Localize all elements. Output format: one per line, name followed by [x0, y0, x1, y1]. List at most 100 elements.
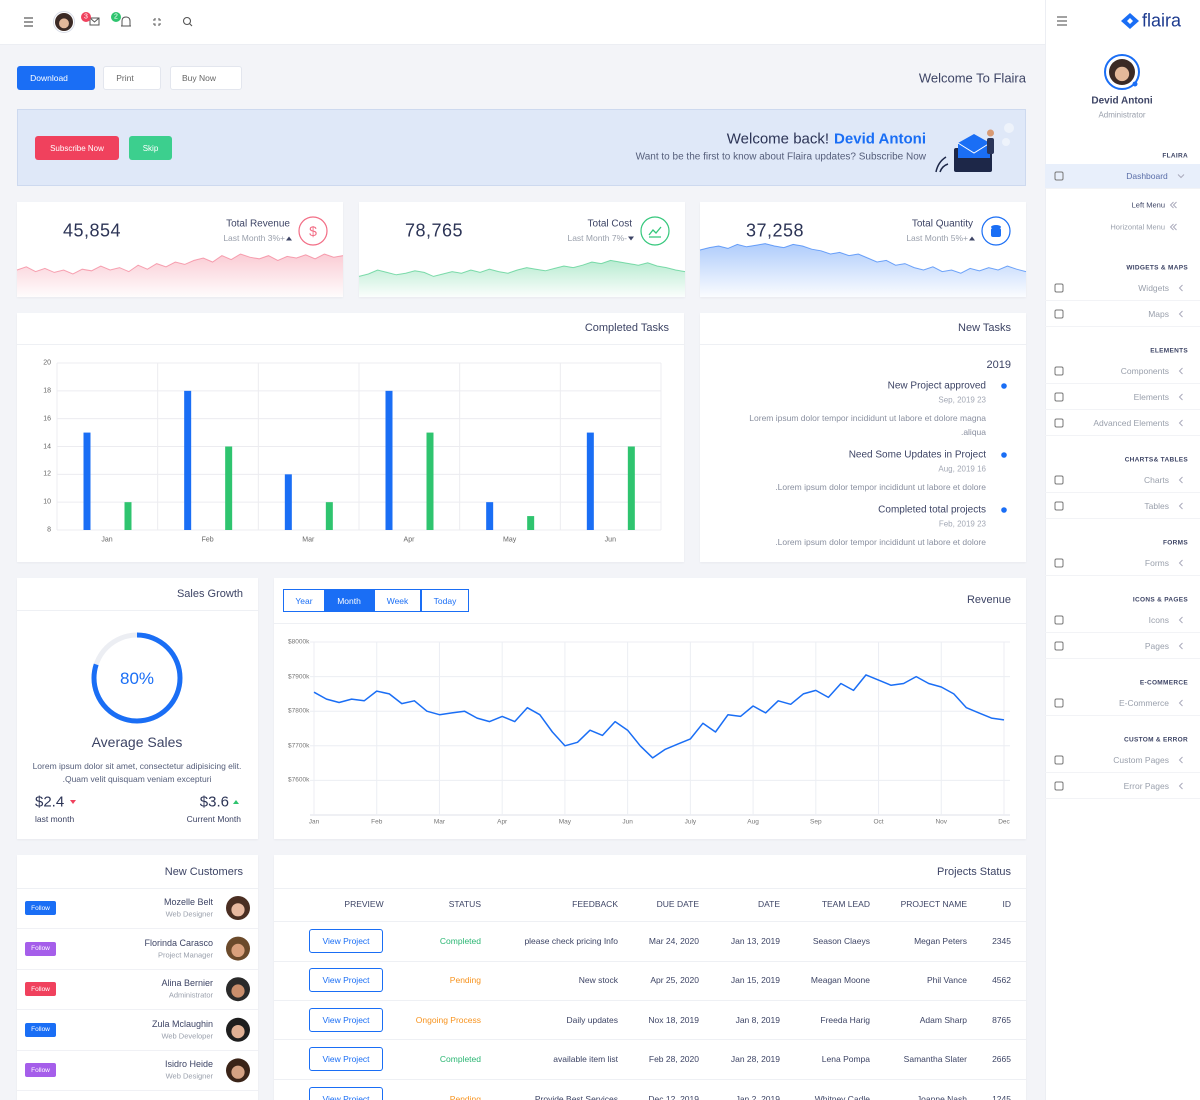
item-divider	[1045, 798, 1200, 799]
chevron	[1178, 616, 1183, 624]
follow-button[interactable]: Follow	[25, 941, 56, 956]
y-tick-label: 12	[43, 470, 51, 478]
customers-card	[17, 855, 258, 1100]
user-name: Devid Antoni	[834, 130, 926, 148]
x-tick-label: July	[684, 818, 697, 826]
customer-name: Florinda Carasco	[144, 937, 213, 948]
buy-button[interactable]: Buy Now	[170, 66, 242, 90]
table-cell: Adam Sharp	[919, 1014, 967, 1025]
table-cell: Provide Best Services	[534, 1093, 618, 1100]
customer-role: Administrator	[168, 990, 213, 1000]
skip-button[interactable]: Skip	[129, 136, 172, 160]
x-tick-label: Feb	[201, 536, 214, 544]
customer-role: Web Developer	[161, 1031, 213, 1041]
card-title: Projects Status	[937, 866, 1011, 878]
menu-item[interactable]: Forms	[1144, 558, 1169, 568]
table-cell: Jan 15, 2019	[730, 975, 780, 986]
print-button[interactable]: Print	[103, 66, 161, 90]
column-header: TEAM LEAD	[821, 899, 870, 909]
customer-avatar-face	[231, 1025, 245, 1039]
view-project-button[interactable]: View Project	[309, 929, 383, 953]
menu-item[interactable]: Dashboard	[1126, 171, 1168, 181]
view-project-button[interactable]: View Project	[309, 968, 383, 993]
follow-button[interactable]: Follow	[25, 1022, 56, 1037]
tab[interactable]: Month	[324, 589, 374, 612]
view-project-button[interactable]: View Project	[309, 1047, 383, 1072]
chevron	[1172, 201, 1177, 209]
chevron	[1178, 699, 1183, 707]
menu-item[interactable]: Icons	[1148, 615, 1169, 625]
customer-name: Alina Bernier	[161, 978, 213, 989]
row-divider	[274, 1039, 1026, 1041]
follow-button[interactable]: Follow	[25, 1063, 56, 1078]
menu-item[interactable]: E-Commerce	[1118, 698, 1169, 708]
progress-arc	[91, 632, 183, 724]
x-tick-label: Nov	[935, 818, 948, 826]
submenu-item[interactable]: Left Menu	[1131, 200, 1165, 210]
x-tick-label: Jun	[604, 536, 616, 544]
menu-item[interactable]: Error Pages	[1123, 781, 1169, 791]
table-cell: Megan Peters	[914, 936, 967, 946]
status: Completed	[439, 1054, 481, 1065]
sparkline	[358, 259, 686, 277]
item-divider	[1045, 383, 1200, 384]
tab[interactable]: Year	[283, 589, 325, 612]
follow-button[interactable]: Follow	[25, 982, 56, 997]
view-project-button[interactable]: View Project	[309, 1086, 383, 1100]
view-project-button[interactable]: View Project	[309, 1007, 383, 1032]
subscribe-button[interactable]: Subscribe Now	[35, 136, 119, 160]
sparkline	[16, 253, 344, 275]
table-cell: Freeda Harig	[820, 1014, 870, 1025]
item-divider	[1045, 492, 1200, 493]
bar	[426, 432, 434, 530]
trend-down	[628, 236, 634, 241]
badge-count: 3	[84, 13, 88, 21]
chevron	[1178, 502, 1183, 510]
x-tick-label: Feb	[371, 818, 383, 826]
customer-role: Web Designer	[165, 1071, 213, 1081]
sparkline-area	[359, 260, 685, 297]
badge	[81, 12, 91, 22]
table-cell: 4562	[992, 975, 1011, 986]
menu-icon	[1054, 501, 1064, 511]
stat-value: 37,258	[746, 220, 805, 241]
menu-item[interactable]: Advanced Elements	[1093, 418, 1169, 428]
tab[interactable]: Week	[374, 589, 421, 612]
menu-item[interactable]: Charts	[1143, 475, 1169, 485]
card-divider	[274, 623, 1026, 624]
y-tick-label: $7700k	[288, 742, 310, 750]
table-cell: Lena Pompa	[821, 1054, 870, 1065]
x-tick-label: May	[503, 536, 517, 544]
welcome-banner	[17, 109, 1026, 186]
card-divider	[17, 610, 258, 611]
submenu-item[interactable]: Horizontal Menu	[1110, 222, 1165, 232]
menu-item[interactable]: Widgets	[1138, 283, 1169, 293]
table-cell: Phil Vance	[926, 975, 967, 986]
follow-button[interactable]: Follow	[25, 901, 56, 915]
progress-label: 80%	[119, 669, 155, 688]
bar	[627, 446, 635, 530]
section-title: FORMS	[1163, 539, 1188, 547]
task-date: Sep, 2019 23	[938, 395, 986, 405]
bar	[486, 502, 494, 530]
menu-item[interactable]: Components	[1120, 366, 1169, 376]
sales-text: Lorem ipsum dolor sit amet, consectetur …	[32, 761, 242, 784]
x-tick-label: Aug	[747, 818, 759, 826]
menu-item[interactable]: Elements	[1133, 392, 1169, 402]
item-divider	[1045, 300, 1200, 301]
tab[interactable]: Today	[421, 589, 469, 612]
download-button[interactable]: Download	[17, 66, 95, 90]
menu-item[interactable]: Tables	[1144, 501, 1169, 511]
table-cell: 2345	[992, 936, 1011, 946]
sales-value: $2.4	[35, 793, 65, 811]
menu-item[interactable]: Custom Pages	[1113, 755, 1169, 765]
menu-item[interactable]: Pages	[1144, 641, 1169, 651]
item-divider	[1045, 435, 1200, 436]
table-cell: Jan 2, 2019	[735, 1093, 780, 1100]
table-cell: Daily updates	[566, 1014, 618, 1025]
chevron	[1178, 284, 1183, 292]
table-cell: Samantha Slater	[903, 1054, 967, 1065]
menu-item[interactable]: Maps	[1148, 309, 1169, 319]
stat-icon	[640, 216, 670, 246]
revenue-line	[313, 674, 1005, 759]
